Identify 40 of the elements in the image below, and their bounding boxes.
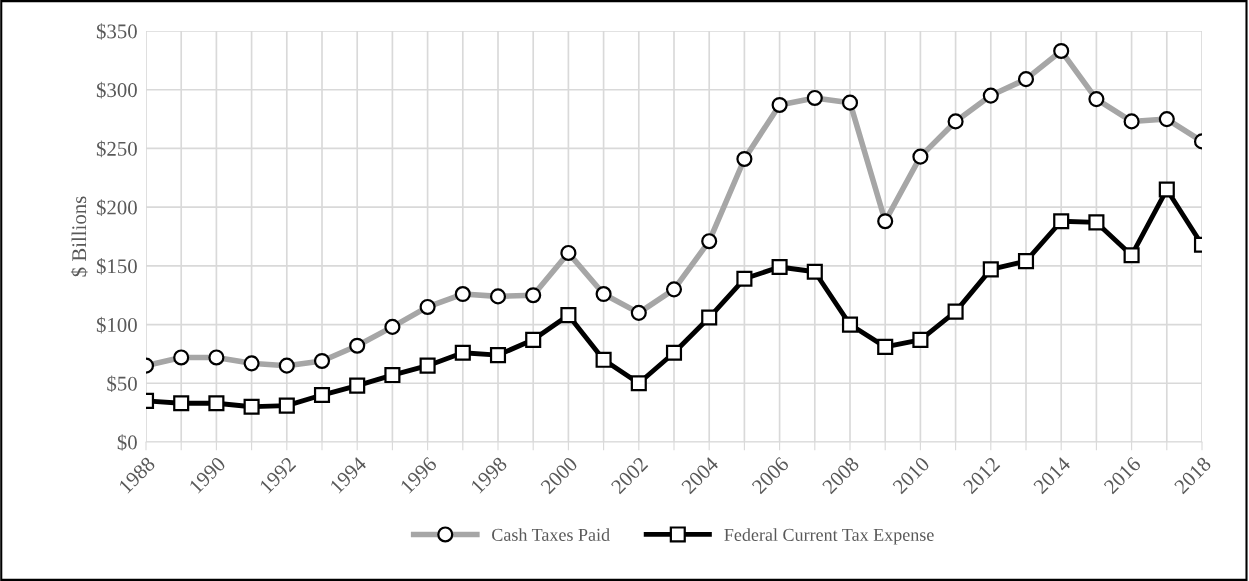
point xyxy=(982,261,999,278)
point xyxy=(1017,253,1035,270)
point xyxy=(489,347,507,364)
y-tick-label: $0 xyxy=(117,434,137,451)
legend-label: Federal Current Tax Expense xyxy=(724,528,934,545)
y-tick-label: $150 xyxy=(96,258,137,275)
point xyxy=(525,331,542,348)
point xyxy=(841,316,859,333)
point xyxy=(560,307,577,324)
y-tick-label: $200 xyxy=(96,199,137,216)
point xyxy=(806,263,823,280)
point xyxy=(1123,247,1140,264)
point xyxy=(384,367,401,384)
legend-label: Cash Taxes Paid xyxy=(492,528,610,541)
point xyxy=(630,375,647,392)
point xyxy=(313,386,331,404)
point xyxy=(454,344,471,361)
point xyxy=(173,395,190,412)
y-axis-title: $ Billions xyxy=(70,196,88,277)
point xyxy=(208,395,225,412)
point xyxy=(912,331,929,348)
point xyxy=(595,351,612,368)
point xyxy=(419,357,436,374)
point xyxy=(349,377,366,394)
point xyxy=(736,270,753,287)
y-tick-label: $50 xyxy=(107,375,137,393)
point xyxy=(877,338,894,355)
point xyxy=(701,309,718,326)
point xyxy=(243,398,260,415)
y-tick-label: $100 xyxy=(96,316,137,334)
point xyxy=(665,344,683,361)
point xyxy=(771,258,788,276)
point xyxy=(1158,181,1175,198)
point xyxy=(1053,213,1070,230)
point xyxy=(947,303,964,320)
y-tick-label: $350 xyxy=(96,23,137,40)
y-tick-label: $300 xyxy=(96,81,137,99)
y-tick-label: $250 xyxy=(96,140,137,158)
point xyxy=(278,397,295,414)
point xyxy=(1088,214,1105,231)
